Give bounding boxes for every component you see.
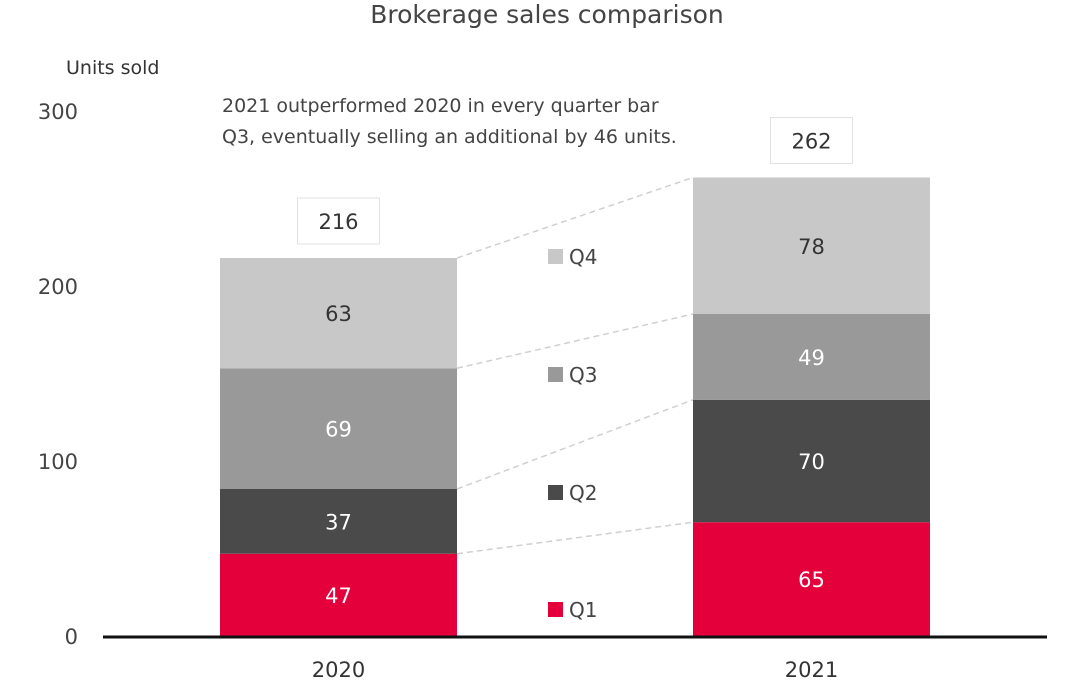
- legend: Q1 Q2 Q3 Q4: [548, 245, 597, 622]
- legend-label-q3: Q3: [569, 363, 597, 387]
- y-tick-label: 200: [38, 275, 78, 299]
- data-label-q1-2021: 65: [798, 568, 825, 592]
- connector-q4: [456, 176, 694, 259]
- data-label-q2-2021: 70: [798, 450, 825, 474]
- bar-segment-q4-2020: [220, 258, 457, 369]
- x-category-2021: 2021: [785, 658, 838, 682]
- total-box-2020: [297, 197, 380, 245]
- connector-lines: [456, 176, 694, 555]
- legend-swatch-q3: [548, 367, 563, 382]
- bar-segment-q1-2020: [220, 553, 457, 636]
- bar-segment-q3-2020: [220, 368, 457, 489]
- bar-segment-q3-2021: [693, 314, 930, 400]
- legend-swatch-q4: [548, 249, 563, 264]
- x-category-2020: 2020: [312, 658, 365, 682]
- bar-segment-q1-2021: [693, 522, 930, 636]
- data-label-q4-2020: 63: [325, 302, 352, 326]
- y-axis-ticks: 0 100 200 300: [38, 100, 78, 649]
- legend-label-q4: Q4: [569, 245, 597, 269]
- data-label-q3-2020: 69: [325, 418, 352, 442]
- x-axis-categories: 2020 2021: [312, 658, 838, 682]
- connector-q3: [456, 313, 694, 369]
- total-label-2021: 262: [791, 130, 831, 154]
- y-axis-label: Units sold: [66, 57, 159, 79]
- data-label-q2-2020: 37: [325, 510, 352, 534]
- data-label-q3-2021: 49: [798, 346, 825, 370]
- annotation-line-2: Q3, eventually selling an additional by …: [222, 126, 677, 148]
- annotation-line-1: 2021 outperformed 2020 in every quarter …: [222, 95, 659, 117]
- total-label-2020: 216: [318, 210, 358, 234]
- bar-segment-q4-2021: [693, 177, 930, 314]
- data-label-q4-2021: 78: [798, 235, 825, 259]
- y-tick-label: 300: [38, 100, 78, 124]
- legend-label-q2: Q2: [569, 481, 597, 505]
- legend-swatch-q2: [548, 485, 563, 500]
- y-tick-label: 100: [38, 450, 78, 474]
- data-label-q1-2020: 47: [325, 584, 352, 608]
- bars: 47 37 69 63 216 65 70 49 78 262: [220, 117, 930, 636]
- connector-q2: [456, 399, 694, 490]
- bar-segment-q2-2021: [693, 399, 930, 523]
- chart-title: Brokerage sales comparison: [370, 0, 724, 29]
- y-tick-label: 0: [65, 625, 78, 649]
- bar-segment-q2-2020: [220, 489, 457, 554]
- connector-q1: [456, 521, 694, 555]
- legend-swatch-q1: [548, 602, 563, 617]
- legend-label-q1: Q1: [569, 598, 597, 622]
- total-box-2021: [770, 117, 853, 164]
